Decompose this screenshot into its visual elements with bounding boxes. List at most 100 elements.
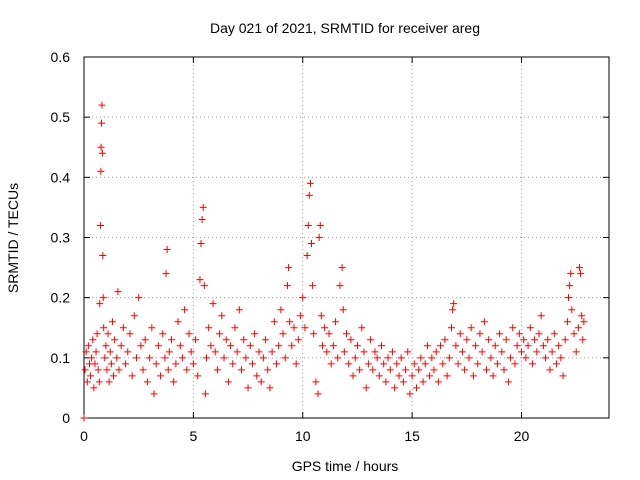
data-point: [533, 348, 541, 356]
x-tick-label: 10: [295, 428, 311, 444]
data-point: [332, 318, 340, 326]
data-point: [189, 360, 197, 368]
data-point: [93, 330, 101, 338]
data-point: [579, 336, 587, 344]
data-point: [84, 342, 92, 350]
data-point: [199, 203, 207, 211]
data-point: [161, 354, 169, 362]
data-point: [288, 342, 296, 350]
data-point: [399, 378, 407, 386]
data-point: [434, 378, 442, 386]
data-point: [181, 306, 189, 314]
data-point: [321, 324, 329, 332]
data-point: [224, 378, 232, 386]
data-point: [135, 294, 143, 302]
data-point: [240, 336, 248, 344]
data-point: [458, 348, 466, 356]
data-point: [187, 348, 195, 356]
data-point: [567, 270, 575, 278]
x-tick-label: 20: [514, 428, 530, 444]
data-point: [504, 378, 512, 386]
data-point: [421, 360, 429, 368]
data-point: [97, 143, 105, 151]
data-point: [203, 354, 210, 362]
data-point: [314, 390, 322, 398]
data-point: [264, 366, 272, 374]
data-point: [360, 348, 368, 356]
data-point: [353, 342, 361, 350]
data-point: [218, 312, 226, 320]
data-point: [489, 372, 497, 380]
data-point: [99, 252, 107, 260]
data-point: [524, 342, 532, 350]
data-point: [95, 378, 103, 386]
data-point: [362, 384, 370, 392]
data-point: [99, 294, 107, 302]
data-point: [316, 221, 324, 229]
data-point: [437, 342, 445, 350]
data-point: [306, 179, 314, 187]
data-point: [115, 366, 123, 374]
data-point: [98, 119, 105, 127]
data-point: [162, 270, 170, 278]
data-point: [122, 360, 130, 368]
data-point: [334, 354, 342, 362]
data-point: [443, 372, 451, 380]
data-point: [384, 354, 392, 362]
data-point: [364, 360, 372, 368]
data-point: [297, 312, 305, 320]
data-point: [146, 354, 154, 362]
data-point: [406, 390, 414, 398]
data-point: [119, 324, 127, 332]
data-point: [87, 372, 95, 380]
data-point: [395, 372, 403, 380]
data-point: [402, 366, 410, 374]
data-point: [430, 366, 438, 374]
y-tick-label: 0.6: [51, 49, 71, 65]
y-tick-label: 0.4: [51, 169, 71, 185]
data-point: [356, 366, 364, 374]
data-point: [441, 336, 449, 344]
data-point: [128, 372, 136, 380]
y-axis-label: SRMTID / TECUs: [5, 183, 21, 293]
data-point: [275, 342, 283, 350]
x-tick-label: 5: [189, 428, 197, 444]
data-point: [347, 336, 355, 344]
chart-title: Day 021 of 2021, SRMTID for receiver are…: [210, 20, 480, 36]
data-point: [537, 312, 545, 320]
data-point: [113, 354, 121, 362]
data-point: [393, 360, 401, 368]
data-point: [101, 354, 109, 362]
data-point: [104, 330, 112, 338]
data-point: [194, 372, 202, 380]
data-point: [152, 360, 160, 368]
data-point: [105, 378, 113, 386]
data-point: [452, 342, 460, 350]
data-point: [207, 342, 215, 350]
data-point: [168, 336, 175, 344]
data-point: [159, 330, 167, 338]
data-point: [100, 324, 108, 332]
data-point: [94, 366, 102, 374]
data-point: [550, 330, 558, 338]
data-point: [317, 312, 325, 320]
data-point: [386, 366, 394, 374]
data-point: [367, 336, 375, 344]
data-point: [369, 366, 377, 374]
data-point: [472, 342, 480, 350]
data-point: [303, 252, 311, 260]
data-point: [467, 324, 475, 332]
grid-lines: [84, 57, 609, 418]
data-point: [133, 354, 140, 362]
data-point: [542, 354, 550, 362]
data-point: [107, 360, 115, 368]
y-tick-labels: 0 0.1 0.2 0.3 0.4 0.5 0.6: [51, 49, 71, 426]
data-point: [522, 354, 530, 362]
data-point: [227, 342, 235, 350]
data-point: [507, 354, 515, 362]
data-point: [408, 372, 416, 380]
data-point: [513, 342, 521, 350]
data-point: [231, 324, 239, 332]
data-point: [378, 342, 385, 350]
data-point: [124, 348, 132, 356]
